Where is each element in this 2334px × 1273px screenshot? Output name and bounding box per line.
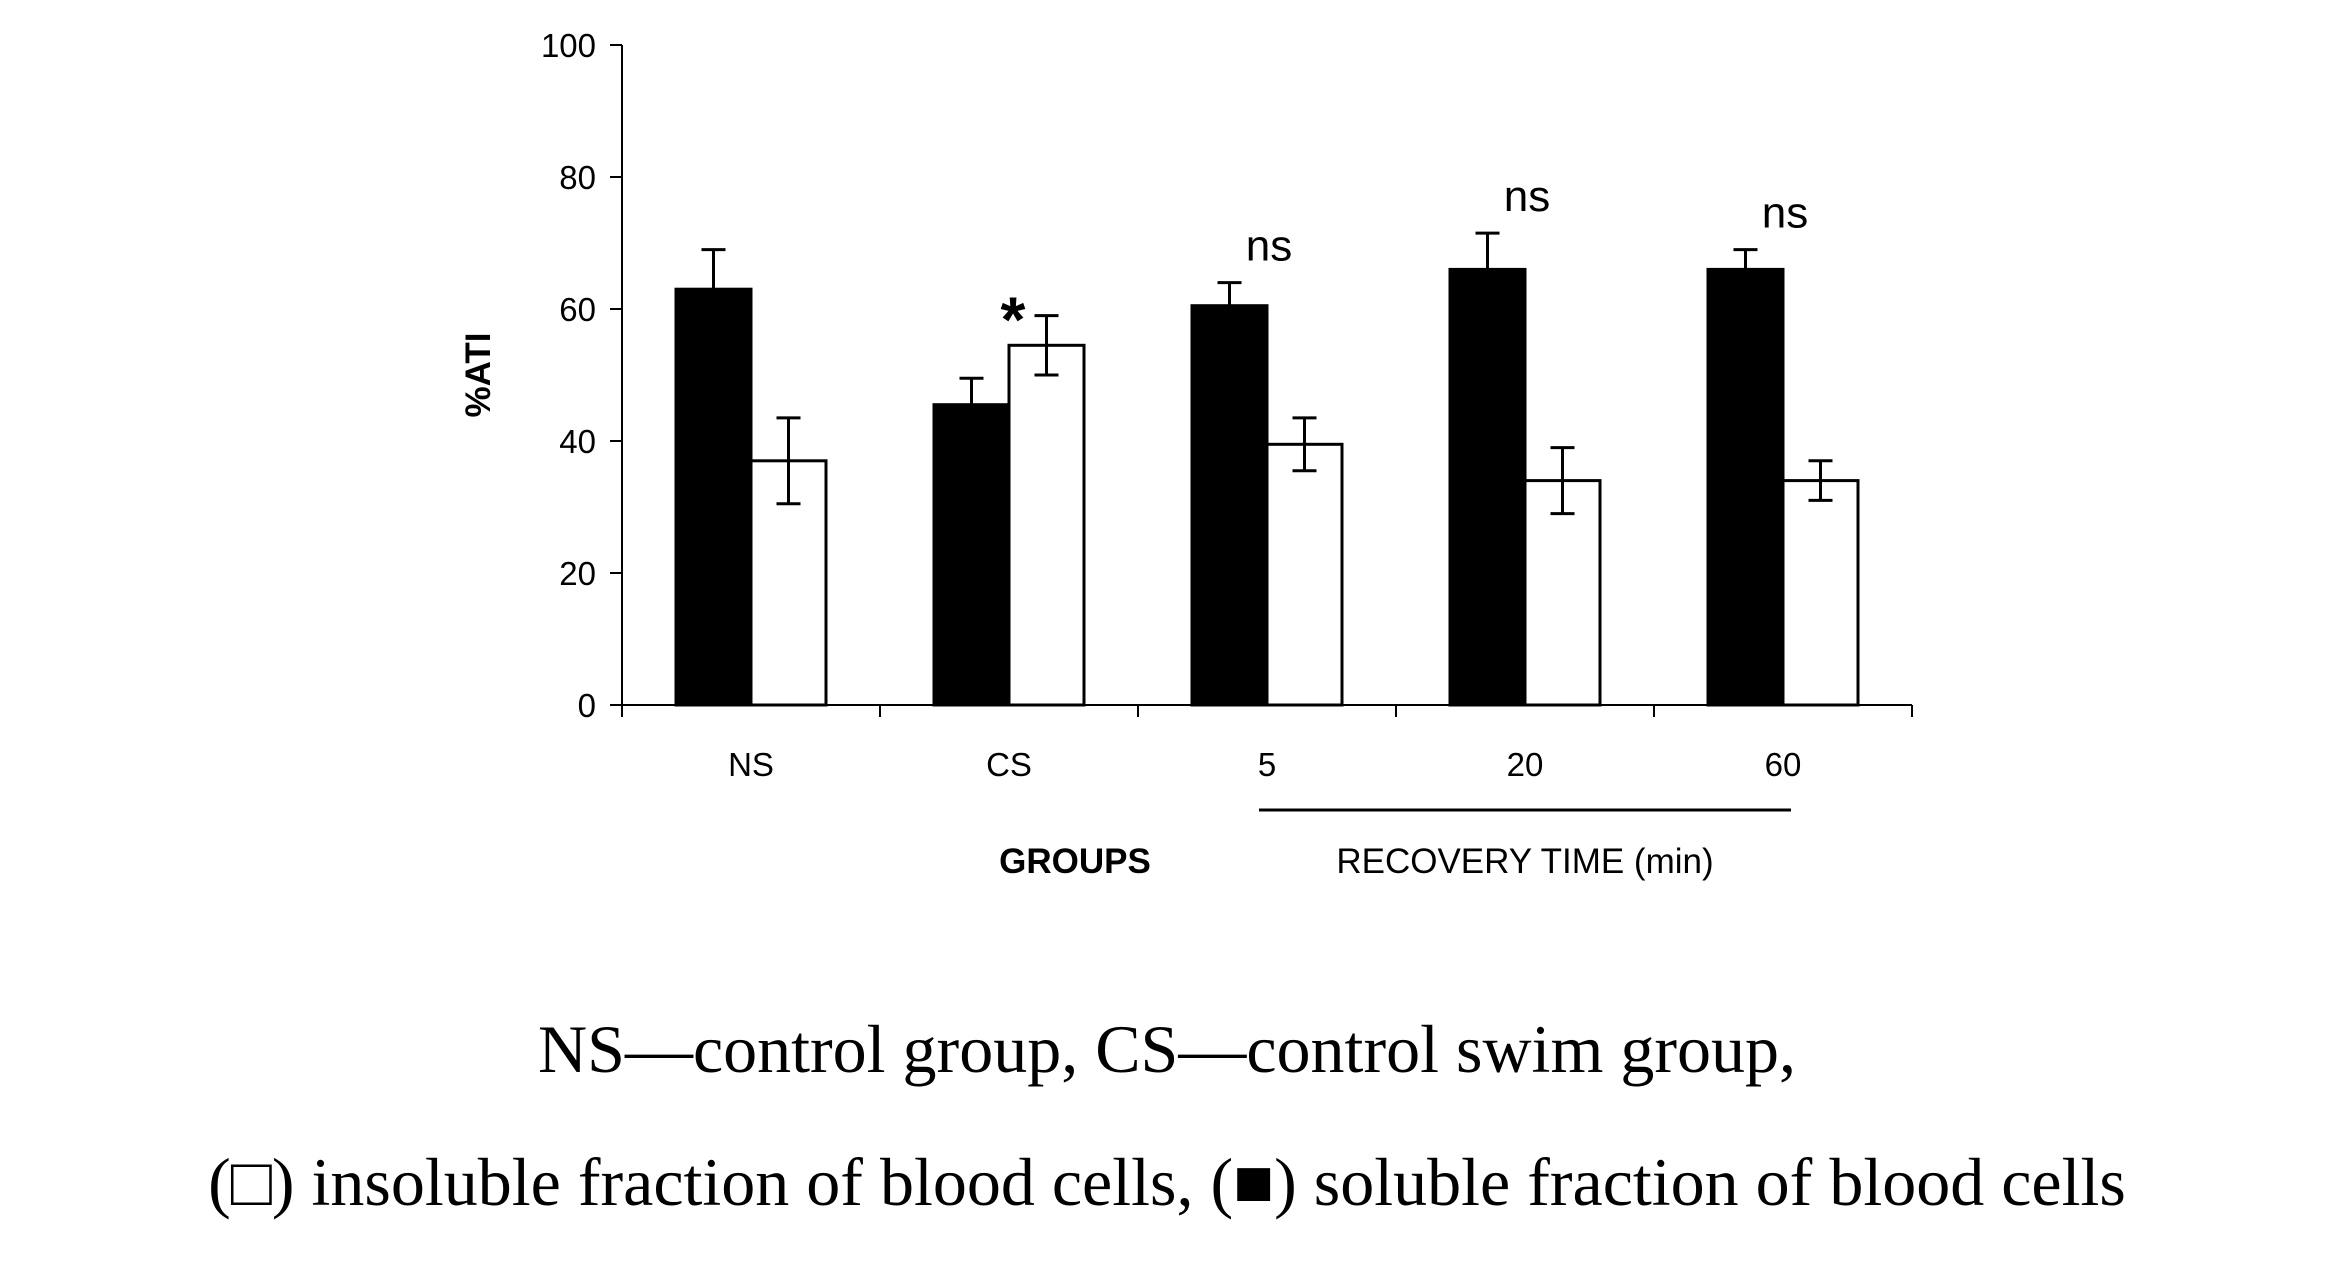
bar-soluble-NS — [674, 287, 753, 707]
error-bars — [701, 231, 1833, 516]
bar-insoluble-60 — [1781, 479, 1860, 707]
x-tick-label: CS — [986, 746, 1032, 783]
error-bar-insoluble-60 — [1808, 459, 1833, 502]
ns-label: ns — [1504, 172, 1550, 221]
bar-insoluble-NS — [749, 459, 828, 707]
y-axis: 0 20 40 60 80 100 — [541, 27, 623, 724]
ns-label: ns — [1762, 189, 1808, 238]
y-tick-label: 80 — [559, 159, 596, 196]
x-tick-label: 5 — [1258, 746, 1276, 783]
error-bar-insoluble-NS — [776, 416, 801, 506]
bar-insoluble-CS — [1007, 343, 1086, 707]
error-bar-soluble-5 — [1217, 281, 1242, 331]
x-axis-label-groups: GROUPS — [999, 842, 1151, 881]
error-bar-soluble-20 — [1475, 231, 1500, 308]
error-bar-insoluble-CS — [1034, 314, 1059, 377]
error-bar-soluble-60 — [1733, 248, 1758, 291]
y-tick-label: 100 — [541, 27, 596, 64]
bar-soluble-20 — [1448, 267, 1527, 707]
x-tick-label: 20 — [1507, 746, 1544, 783]
x-axis: NS CS 5 20 60 — [621, 704, 1913, 783]
significance-star: * — [1001, 284, 1026, 356]
y-tick-label: 60 — [559, 291, 596, 328]
x-axis-label-recovery-time: RECOVERY TIME (min) — [1336, 842, 1713, 881]
bar-chart: 0 20 40 60 80 100 NS CS 5 20 60 * ns ns ns %ATI GROU… — [459, 27, 1913, 881]
annotations: * ns ns ns — [1001, 172, 1809, 356]
ns-label: ns — [1246, 222, 1292, 271]
bar-insoluble-5 — [1265, 442, 1344, 707]
caption-line-2: (□) insoluble fraction of blood cells, (… — [208, 1144, 2126, 1220]
bar-insoluble-20 — [1523, 479, 1602, 707]
error-bar-soluble-CS — [959, 376, 984, 433]
error-bar-insoluble-5 — [1292, 416, 1317, 473]
bar-soluble-5 — [1190, 304, 1269, 707]
error-bar-soluble-NS — [701, 248, 726, 331]
x-tick-label: NS — [728, 746, 774, 783]
y-tick-label: 40 — [559, 423, 596, 460]
y-tick-label: 0 — [578, 687, 596, 724]
x-tick-label: 60 — [1765, 746, 1802, 783]
error-bar-insoluble-20 — [1550, 446, 1575, 516]
bar-soluble-CS — [932, 403, 1011, 707]
bars — [674, 267, 1860, 707]
y-axis-label: %ATI — [459, 333, 498, 418]
bar-soluble-60 — [1706, 267, 1785, 707]
caption-line-1: NS—control group, CS—control swim group, — [538, 1011, 1796, 1087]
y-tick-label: 20 — [559, 555, 596, 592]
